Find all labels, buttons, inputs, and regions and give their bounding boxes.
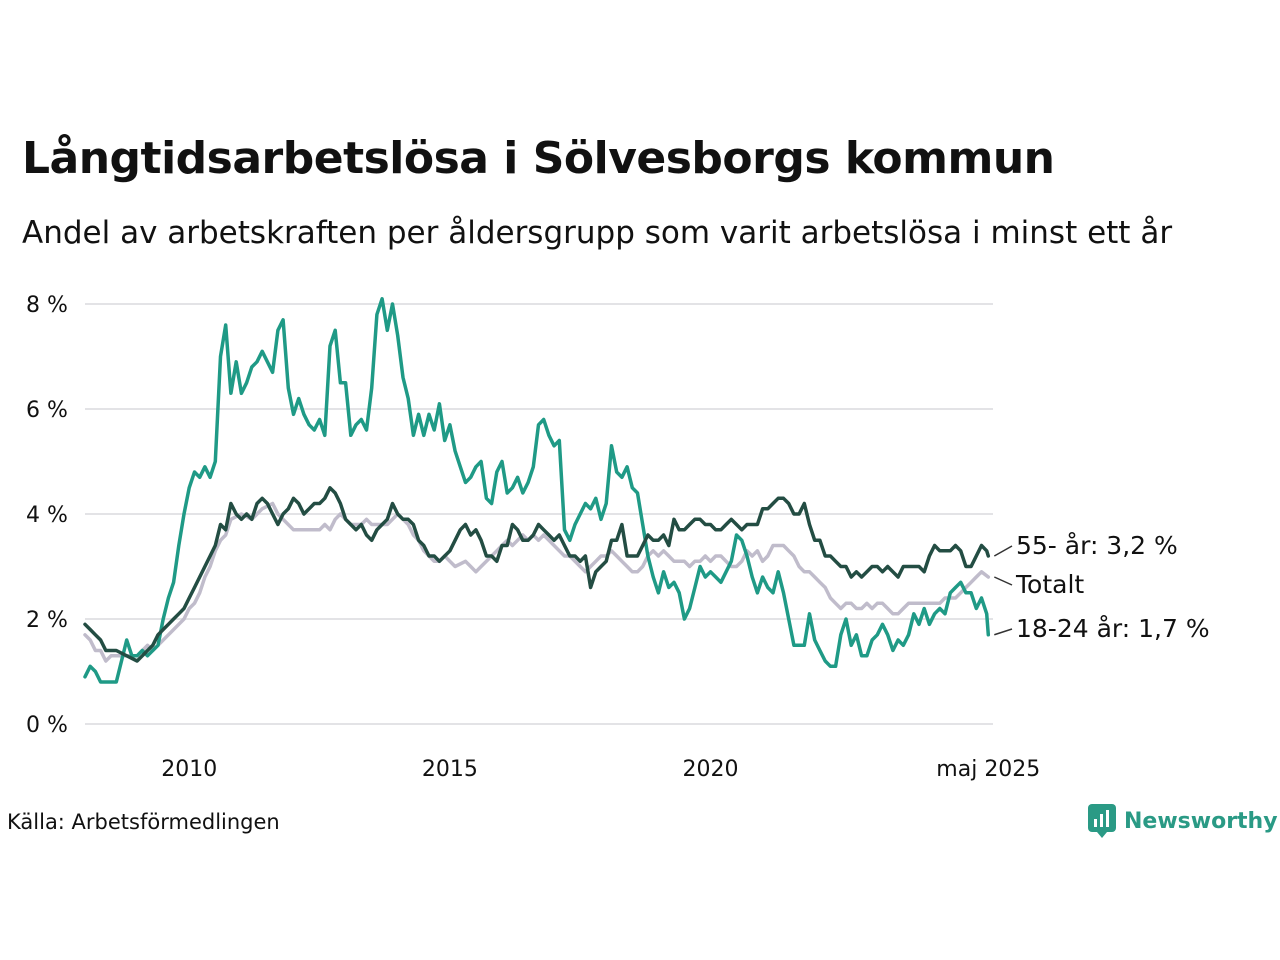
source-note: Källa: Arbetsförmedlingen bbox=[7, 810, 280, 834]
series-line-18-24-r bbox=[83, 297, 991, 684]
grid-lines bbox=[85, 303, 993, 725]
y-axis-labels: 0 % 2 % 4 % 6 % 8 % bbox=[26, 293, 68, 738]
end-label-connector bbox=[994, 628, 1013, 636]
x-tick-label: maj 2025 bbox=[936, 757, 1040, 782]
series-line-55-r bbox=[83, 486, 991, 663]
brand-name: Newsworthy bbox=[1124, 808, 1278, 834]
newsworthy-logo-icon bbox=[1088, 804, 1116, 838]
series-end-label: 18-24 år: 1,7 % bbox=[1016, 614, 1210, 643]
end-label-connector bbox=[993, 545, 1013, 557]
series-end-labels: Totalt 18-24 år: 1,7 % 55- år: 3,2 % bbox=[993, 531, 1210, 643]
chart-subtitle: Andel av arbetskraften per åldersgrupp s… bbox=[22, 215, 1173, 251]
brand-logo: Newsworthy bbox=[1088, 804, 1278, 838]
series-end-label: Totalt bbox=[1015, 570, 1084, 599]
y-tick-label: 0 % bbox=[26, 713, 68, 738]
end-label-connector bbox=[993, 576, 1013, 586]
x-tick-label: 2015 bbox=[422, 757, 478, 782]
x-tick-label: 2020 bbox=[682, 757, 738, 782]
x-axis-labels: 2010 2015 2020 maj 2025 bbox=[161, 757, 1040, 782]
chart-title: Långtidsarbetslösa i Sölvesborgs kommun bbox=[22, 133, 1055, 184]
y-tick-label: 8 % bbox=[26, 293, 68, 318]
x-tick-label: 2010 bbox=[161, 757, 217, 782]
series-lines bbox=[83, 297, 991, 684]
y-tick-label: 4 % bbox=[26, 503, 68, 528]
series-end-label: 55- år: 3,2 % bbox=[1016, 531, 1178, 560]
y-tick-label: 6 % bbox=[26, 398, 68, 423]
y-tick-label: 2 % bbox=[26, 608, 68, 633]
